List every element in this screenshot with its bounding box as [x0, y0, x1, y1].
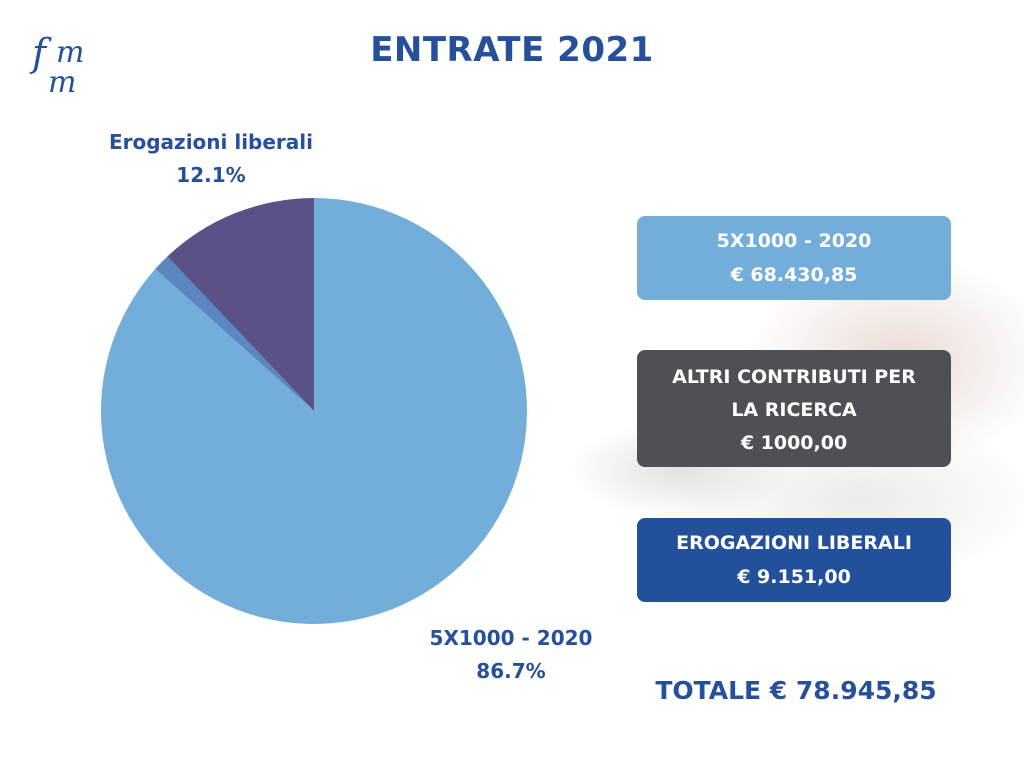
card-erogazioni-liberali: EROGAZIONI LIBERALI € 9.151,00 — [637, 518, 951, 602]
card-5x1000-label: 5X1000 - 2020 — [716, 230, 872, 252]
total-amount: TOTALE € 78.945,85 — [655, 676, 937, 705]
card-5x1000: 5X1000 - 2020 € 68.430,85 — [637, 216, 951, 300]
svg-text:m: m — [56, 35, 84, 70]
pie-label-5x1000-pct: 86.7% — [476, 659, 546, 683]
card-erogazioni-amount: € 9.151,00 — [737, 566, 851, 588]
pie-label-5x1000: 5X1000 - 2020 86.7% — [396, 622, 626, 688]
pie-label-5x1000-name: 5X1000 - 2020 — [429, 626, 593, 650]
pie-label-erogazioni: Erogazioni liberali 12.1% — [86, 126, 336, 192]
pie-slice-2 — [167, 198, 314, 411]
card-altri-contributi: ALTRI CONTRIBUTI PER LA RICERCA € 1000,0… — [637, 350, 951, 467]
page-title: ENTRATE 2021 — [370, 30, 654, 70]
card-altri-amount: € 1000,00 — [740, 432, 848, 454]
card-altri-label-line1: ALTRI CONTRIBUTI PER — [672, 366, 916, 388]
pie-label-erogazioni-pct: 12.1% — [176, 163, 246, 187]
pie-slice-0 — [101, 198, 528, 624]
card-erogazioni-label: EROGAZIONI LIBERALI — [676, 532, 912, 554]
card-5x1000-amount: € 68.430,85 — [730, 264, 858, 286]
background-photo — [560, 240, 1024, 700]
fmm-logo: f m m — [26, 26, 118, 106]
pie-slice-1 — [155, 256, 314, 411]
svg-text:m: m — [48, 65, 76, 100]
pie-label-erogazioni-name: Erogazioni liberali — [108, 130, 314, 154]
card-altri-label-line2: LA RICERCA — [731, 399, 857, 421]
